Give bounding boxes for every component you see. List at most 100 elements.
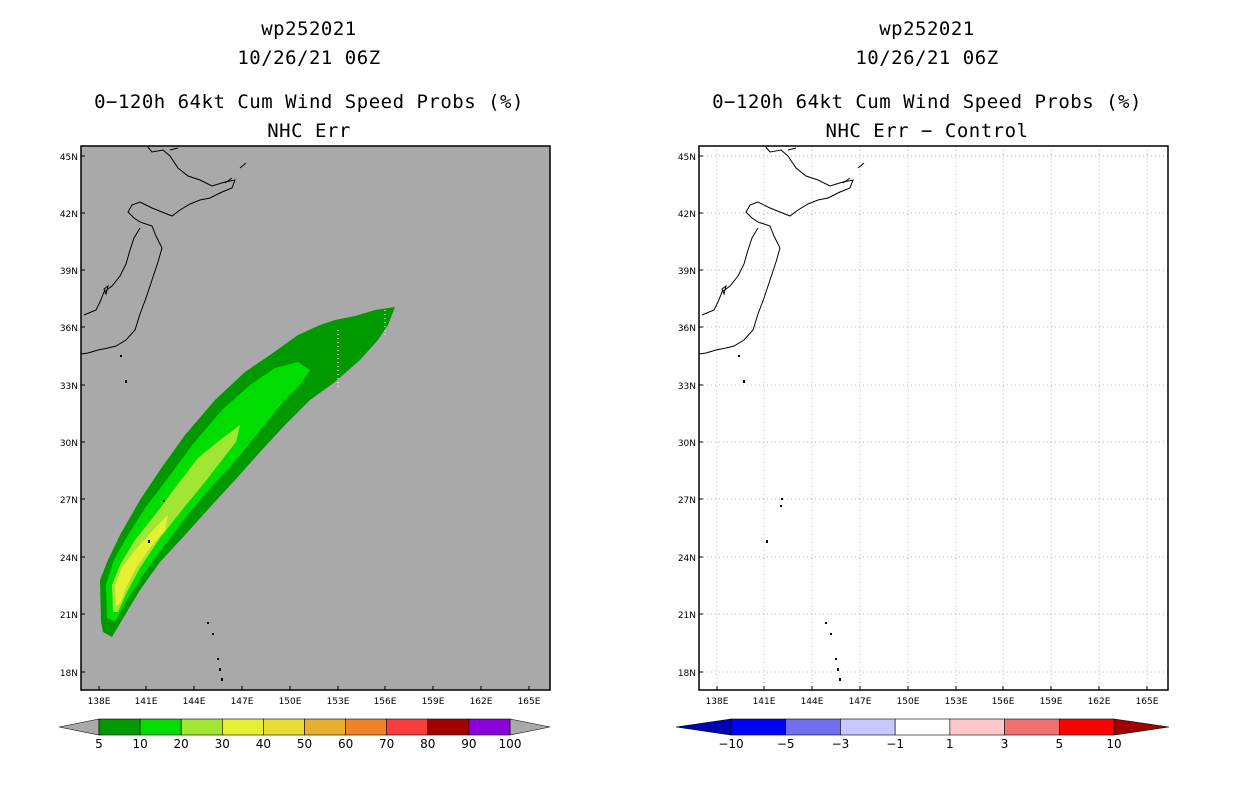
lon-label: 138E [706,697,729,707]
lat-label: 45N [60,153,78,163]
colorbar-label: 90 [461,737,476,751]
colorbar-swatch [1004,718,1060,736]
hokkaido-coast [127,145,236,223]
left-islands [120,355,223,681]
island-izu [738,355,740,357]
lon-label: 162E [470,697,493,707]
colorbar-swatch [840,718,896,736]
lon-label: 141E [753,697,776,707]
island-mariana-2 [830,633,832,635]
colorbar-label: 10 [1106,737,1121,751]
left-colorbar [58,718,551,736]
right-map-frame [698,145,1169,691]
lat-label: 21N [60,611,78,621]
colorbar-label: −5 [777,737,795,751]
right-title-subtitle: NHC Err − Control [825,120,1029,142]
lat-label: 27N [678,496,696,506]
left-lat-ticks [81,155,85,673]
island-ogasawara-1 [781,498,783,500]
right-colorbar [675,718,1170,736]
right-title-date: 10/26/21 06Z [855,47,999,69]
left-lat-axis: 45N 42N 39N 36N 33N 30N 27N 24N 21N 18N [60,153,78,679]
right-islands [738,355,841,681]
island-izu [120,355,122,357]
colorbar-swatch [894,718,951,736]
right-map: 45N 42N 39N 36N 33N 30N 27N 24N 21N 18N … [675,145,1170,751]
kuril-islands [169,147,247,184]
colorbar-swatch [427,718,470,736]
colorbar-label: 60 [338,737,353,751]
lat-label: 21N [678,611,696,621]
lat-label: 18N [60,669,78,679]
lon-label: 147E [849,697,872,707]
colorbar-label: −10 [718,737,743,751]
lon-label: 144E [801,697,824,707]
island-bonin [148,540,150,543]
colorbar-swatch [180,718,223,736]
colorbar-label: −1 [886,737,904,751]
colorbar-low-arrow [58,718,100,736]
colorbar-label: 50 [297,737,312,751]
right-colorbar-labels: −10 −5 −3 −1 1 3 5 10 [718,737,1121,751]
colorbar-swatch [98,718,141,736]
lon-label: 153E [327,697,350,707]
colorbar-swatch [345,718,388,736]
prob-20-contour [112,425,240,612]
lat-label: 45N [678,153,696,163]
lon-label: 153E [945,697,968,707]
lat-label: 36N [678,324,696,334]
colorbar-label: 1 [946,737,954,751]
lat-label: 39N [60,267,78,277]
lat-label: 36N [60,324,78,334]
colorbar-swatch [386,718,429,736]
left-lon-axis: 138E 141E 144E 147E 150E 153E 156E 159E … [88,697,541,707]
colorbar-label: 5 [1055,737,1063,751]
island-mariana-4 [219,668,221,671]
colorbar-swatch [730,718,787,736]
left-title-subtitle: NHC Err [267,120,351,142]
lat-label: 30N [678,439,696,449]
left-colorbar-labels: 5 10 20 30 40 50 60 70 80 90 100 [95,737,521,751]
right-gridlines [699,146,1168,690]
left-map: 45N 42N 39N 36N 33N 30N 27N 24N 21N 18N … [58,145,551,751]
prob-10-contour [106,362,310,622]
colorbar-label: 70 [379,737,394,751]
prob-5-contour [100,307,395,637]
island-bonin [766,540,768,543]
island-mariana-5 [839,678,841,681]
colorbar-swatch [1058,718,1115,736]
left-lon-ticks [98,686,530,690]
right-lat-ticks [699,155,703,673]
right-lon-axis: 138E 141E 144E 147E 150E 153E 156E 159E … [706,697,1159,707]
island-ogasawara-2 [780,505,782,507]
left-map-background [81,146,550,690]
lat-label: 18N [678,669,696,679]
lat-label: 27N [60,496,78,506]
colorbar-swatch [949,718,1005,736]
colorbar-label: 10 [132,737,147,751]
colorbar-label: 80 [420,737,435,751]
honshu-west-coast [83,227,141,316]
colorbar-swatch [222,718,264,736]
lon-label: 159E [422,697,445,707]
lat-label: 24N [60,554,78,564]
sado-island [721,284,727,296]
right-title-storm: wp252021 [879,18,975,40]
colorbar-label: 20 [174,737,189,751]
colorbar-label: 100 [499,737,522,751]
right-coastlines [698,145,865,355]
colorbar-swatch [468,718,511,736]
lon-label: 150E [279,697,302,707]
island-hachijo [743,380,745,383]
colorbar-swatch [139,718,182,736]
left-title-storm: wp252021 [261,18,357,40]
lat-label: 24N [678,554,696,564]
honshu-west-coast [701,227,759,316]
colorbar-swatch [304,718,346,736]
left-probability-swath [100,307,395,637]
left-title-date: 10/26/21 06Z [237,47,381,69]
colorbar-swatch [263,718,305,736]
right-lon-ticks [716,686,1148,690]
island-hachijo [125,380,127,383]
island-mariana-3 [217,658,219,660]
